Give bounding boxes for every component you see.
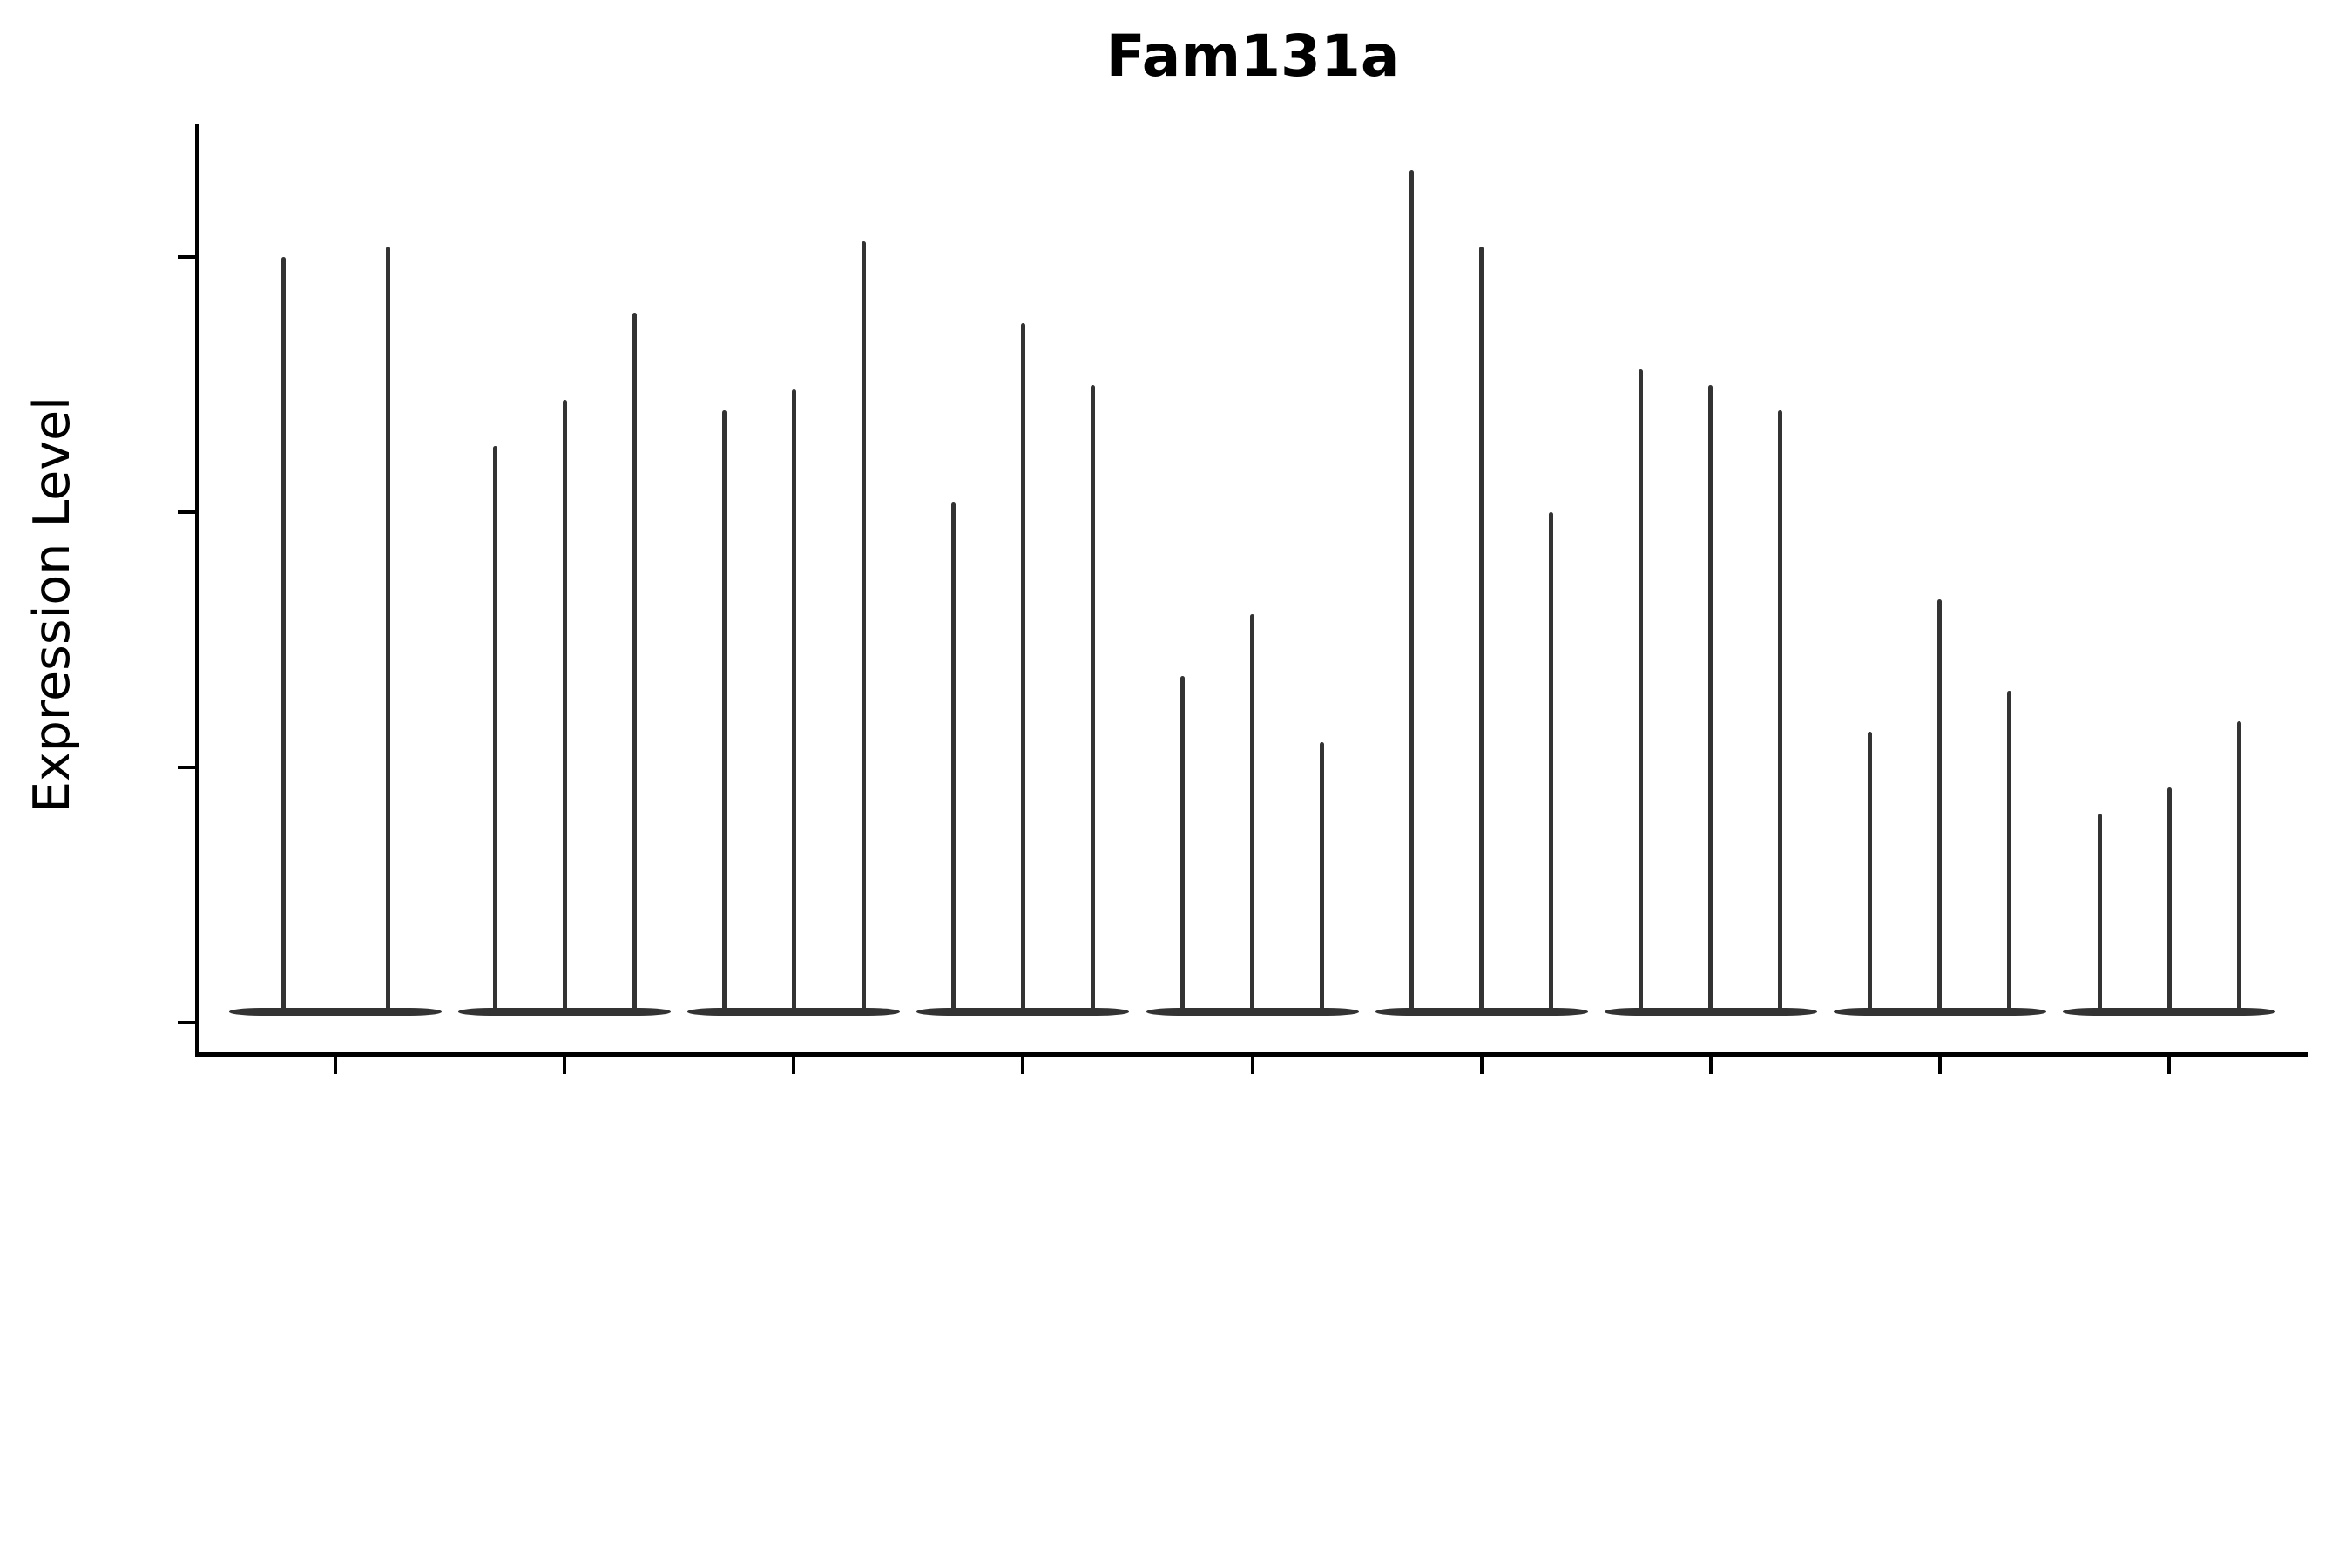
x-tick: [563, 1057, 567, 1074]
violin-spike: [1479, 247, 1484, 1016]
violin-spike: [562, 400, 567, 1016]
violin-spike: [1778, 409, 1783, 1016]
x-tick: [1021, 1057, 1025, 1074]
violin-spike: [1250, 614, 1254, 1016]
violin-spike: [1868, 731, 1873, 1016]
violin-spike: [950, 502, 956, 1016]
violin-spike: [280, 257, 286, 1016]
violin-spike: [2236, 721, 2241, 1016]
x-tick: [1937, 1057, 1942, 1074]
violin-spike: [861, 241, 866, 1016]
x-tick: [1479, 1057, 1484, 1074]
x-tick: [2167, 1057, 2171, 1074]
y-tick: [178, 1021, 195, 1024]
violin-spike: [721, 409, 727, 1016]
violin-spike: [1639, 368, 1644, 1016]
violin-spike: [492, 445, 497, 1016]
y-axis-label: Expression Level: [24, 396, 81, 813]
violin-spike: [791, 389, 796, 1016]
chart-title: Fam131a: [1105, 23, 1400, 90]
violin-spike: [1320, 741, 1324, 1016]
violin-spike: [2007, 691, 2012, 1016]
violin-spike: [1409, 170, 1415, 1016]
violin-spike: [1549, 512, 1554, 1016]
violin-spike: [385, 247, 390, 1016]
x-axis-spine: [195, 1052, 2308, 1057]
y-tick: [178, 766, 195, 769]
violin-spike: [1090, 384, 1095, 1016]
violin-spike: [1180, 675, 1185, 1016]
violin-spike: [2166, 787, 2172, 1016]
x-tick: [334, 1057, 337, 1074]
x-tick: [792, 1057, 796, 1074]
violin-base-strip: [229, 1008, 442, 1016]
y-axis-spine: [195, 124, 199, 1057]
violin-spike: [1937, 598, 1943, 1016]
x-tick: [1250, 1057, 1254, 1074]
violin-spike: [2097, 813, 2102, 1016]
violin-spike: [1708, 384, 1713, 1016]
violin-spike: [632, 313, 637, 1016]
y-tick: [178, 510, 195, 514]
x-tick: [1708, 1057, 1713, 1074]
y-tick: [178, 255, 195, 259]
violin-spike: [1020, 323, 1025, 1016]
